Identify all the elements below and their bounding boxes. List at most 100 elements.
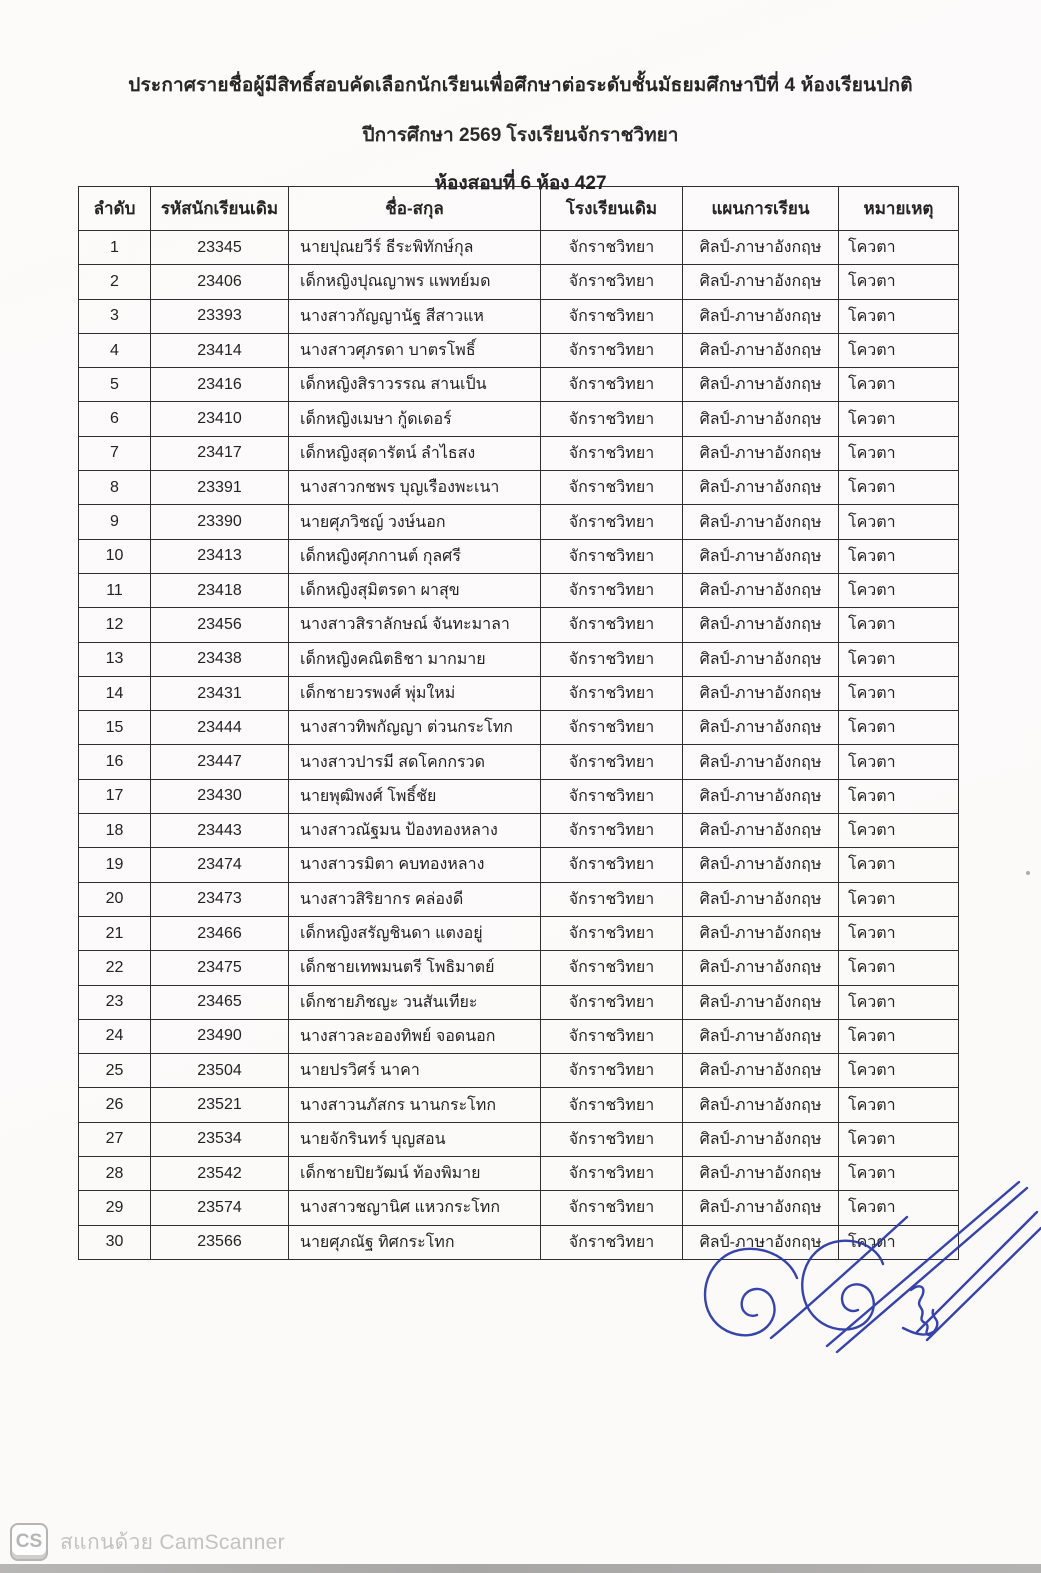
cell-no: 4 bbox=[78, 332, 151, 369]
cell-student-id: 23430 bbox=[150, 778, 289, 815]
cell-plan: ศิลป์-ภาษาอังกฤษ bbox=[682, 675, 839, 712]
cell-note: โควตา bbox=[838, 538, 959, 574]
cell-no: 6 bbox=[78, 401, 151, 437]
title-line-1: ประกาศรายชื่อผู้มีสิทธิ์สอบคัดเลือกนักเร… bbox=[128, 75, 913, 96]
cell-school: จักราชวิทยา bbox=[540, 367, 683, 403]
cell-note: โควตา bbox=[838, 572, 959, 609]
cell-name: เด็กหญิงสุดารัตน์ ลำไธสง bbox=[288, 435, 541, 472]
cell-plan: ศิลป์-ภาษาอังกฤษ bbox=[682, 298, 839, 334]
cell-student-id: 23474 bbox=[150, 847, 289, 883]
cell-school: จักราชวิทยา bbox=[540, 538, 683, 574]
cell-school: จักราชวิทยา bbox=[540, 298, 683, 334]
cell-plan: ศิลป์-ภาษาอังกฤษ bbox=[682, 915, 839, 952]
cell-school: จักราชวิทยา bbox=[540, 435, 683, 472]
table-row: 27 23534 นายจักรินทร์ บุญสอน จักราชวิทยา ศิล… bbox=[78, 1121, 959, 1158]
table-row: 3 23393 นางสาวกัญญานัฐ สีสาวแห จักราชวิทยาศ… bbox=[78, 298, 959, 334]
camscanner-logo-icon: CS bbox=[10, 1523, 48, 1561]
cell-no: 13 bbox=[78, 641, 151, 677]
cell-school: จักราชวิทยา bbox=[540, 641, 683, 677]
cell-student-id: 23465 bbox=[150, 984, 289, 1020]
cell-note: โควตา bbox=[838, 1087, 959, 1123]
table-body: 1 23345 นายปุณยวีร์ ธีระพิทักษ์กุล จักราชวิ… bbox=[78, 229, 959, 1260]
table-row: 21 23466 เด็กหญิงสรัญชินดา แตงอยู่ จักราชวิ… bbox=[78, 915, 959, 952]
cell-school: จักราชวิทยา bbox=[540, 607, 683, 643]
cell-student-id: 23416 bbox=[150, 367, 289, 403]
cell-name: เด็กหญิงศุภกานต์ กุลศรี bbox=[288, 538, 541, 574]
cell-note: โควตา bbox=[838, 847, 959, 883]
student-roster-table: ลำดับ รหัสนักเรียนเดิม ชื่อ-สกุล โรงเรียนเด… bbox=[78, 186, 959, 1260]
cell-no: 12 bbox=[78, 607, 151, 643]
header-no: ลำดับ bbox=[78, 186, 151, 231]
cell-note: โควตา bbox=[838, 229, 959, 266]
cell-plan: ศิลป์-ภาษาอังกฤษ bbox=[682, 1018, 839, 1055]
cell-plan: ศิลป์-ภาษาอังกฤษ bbox=[682, 470, 839, 506]
table-row: 6 23410 เด็กหญิงเมษา กู้ดเดอร์ จักราชวิทยาศ… bbox=[78, 401, 959, 437]
table-row: 5 23416 เด็กหญิงสิราวรรณ สานเป็น จักราชวิทย… bbox=[78, 367, 959, 403]
cell-school: จักราชวิทยา bbox=[540, 1156, 683, 1192]
cell-name: นางสาวสิริยากร คล่องดี bbox=[288, 881, 541, 917]
cell-student-id: 23447 bbox=[150, 744, 289, 780]
cell-student-id: 23390 bbox=[150, 504, 289, 540]
cell-name: นางสาวปารมี สดโคกกรวด bbox=[288, 744, 541, 780]
cell-no: 8 bbox=[78, 470, 151, 506]
cell-student-id: 23521 bbox=[150, 1087, 289, 1123]
cell-name: เด็กหญิงปุณญาพร แพทย์มด bbox=[288, 264, 541, 300]
table-header: ลำดับ รหัสนักเรียนเดิม ชื่อ-สกุล โรงเรียนเด… bbox=[78, 186, 959, 231]
table-row: 12 23456 นางสาวสิราลักษณ์ จันทะมาลา จักราชว… bbox=[78, 607, 959, 643]
title-line-2: ปีการศึกษา 2569 โรงเรียนจักราชวิทยา bbox=[362, 125, 679, 146]
scan-edge-bar bbox=[0, 1564, 1041, 1573]
cell-name: นางสาวทิพกัญญา ต่วนกระโทก bbox=[288, 710, 541, 746]
cell-school: จักราชวิทยา bbox=[540, 264, 683, 300]
cell-school: จักราชวิทยา bbox=[540, 1053, 683, 1089]
cell-no: 9 bbox=[78, 504, 151, 540]
cell-no: 30 bbox=[78, 1224, 151, 1260]
cell-name: นางสาวนภัสกร นานกระโทก bbox=[288, 1087, 541, 1123]
header-name: ชื่อ-สกุล bbox=[288, 186, 541, 231]
cell-school: จักราชวิทยา bbox=[540, 915, 683, 952]
cell-no: 29 bbox=[78, 1190, 151, 1226]
cell-no: 17 bbox=[78, 778, 151, 815]
header-note: หมายเหตุ bbox=[838, 186, 959, 231]
cell-school: จักราชวิทยา bbox=[540, 229, 683, 266]
cell-school: จักราชวิทยา bbox=[540, 950, 683, 986]
cell-no: 1 bbox=[78, 229, 151, 266]
cell-plan: ศิลป์-ภาษาอังกฤษ bbox=[682, 572, 839, 609]
cell-note: โควตา bbox=[838, 332, 959, 369]
table-row: 13 23438 เด็กหญิงคณิตธิชา มากมาย จักราชวิทย… bbox=[78, 641, 959, 677]
cell-note: โควตา bbox=[838, 881, 959, 917]
cell-student-id: 23417 bbox=[150, 435, 289, 472]
document-title-block: ประกาศรายชื่อผู้มีสิทธิ์สอบคัดเลือกนักเร… bbox=[0, 70, 1041, 198]
cell-name: เด็กหญิงสุมิตรดา ผาสุข bbox=[288, 572, 541, 609]
cell-note: โควตา bbox=[838, 264, 959, 300]
table-row: 18 23443 นางสาวณัฐมน ป้องทองหลาง จักราชวิทย… bbox=[78, 813, 959, 849]
table-row: 7 23417 เด็กหญิงสุดารัตน์ ลำไธสง จักราชวิทย… bbox=[78, 435, 959, 472]
cell-no: 25 bbox=[78, 1053, 151, 1089]
cell-note: โควตา bbox=[838, 915, 959, 952]
cell-no: 21 bbox=[78, 915, 151, 952]
cell-note: โควตา bbox=[838, 607, 959, 643]
cell-note: โควตา bbox=[838, 1190, 959, 1226]
cell-no: 7 bbox=[78, 435, 151, 472]
cell-plan: ศิลป์-ภาษาอังกฤษ bbox=[682, 607, 839, 643]
table-row: 25 23504 นายปรวิศร์ นาคา จักราชวิทยา ศิลป์-ภ… bbox=[78, 1053, 959, 1089]
cell-student-id: 23475 bbox=[150, 950, 289, 986]
cell-plan: ศิลป์-ภาษาอังกฤษ bbox=[682, 984, 839, 1020]
cell-student-id: 23413 bbox=[150, 538, 289, 574]
cell-school: จักราชวิทยา bbox=[540, 332, 683, 369]
cell-student-id: 23473 bbox=[150, 881, 289, 917]
cell-plan: ศิลป์-ภาษาอังกฤษ bbox=[682, 1087, 839, 1123]
cell-plan: ศิลป์-ภาษาอังกฤษ bbox=[682, 1121, 839, 1158]
cell-note: โควตา bbox=[838, 641, 959, 677]
table-row: 19 23474 นางสาวรมิตา คบทองหลาง จักราชวิทยาศ… bbox=[78, 847, 959, 883]
table-row: 23 23465 เด็กชายภิชญะ วนสันเทียะ จักราชวิทย… bbox=[78, 984, 959, 1020]
camscanner-footer: CS สแกนด้วย CamScanner bbox=[10, 1523, 285, 1561]
cell-name: นายปุณยวีร์ ธีระพิทักษ์กุล bbox=[288, 229, 541, 266]
table-row: 15 23444 นางสาวทิพกัญญา ต่วนกระโทก จักราชวิ… bbox=[78, 710, 959, 746]
cell-no: 28 bbox=[78, 1156, 151, 1192]
cell-no: 26 bbox=[78, 1087, 151, 1123]
scan-speckle bbox=[1026, 871, 1030, 875]
cell-plan: ศิลป์-ภาษาอังกฤษ bbox=[682, 881, 839, 917]
cell-name: นายศุภณัฐ ทิศกระโทก bbox=[288, 1224, 541, 1260]
cell-student-id: 23490 bbox=[150, 1018, 289, 1055]
cell-no: 11 bbox=[78, 572, 151, 609]
